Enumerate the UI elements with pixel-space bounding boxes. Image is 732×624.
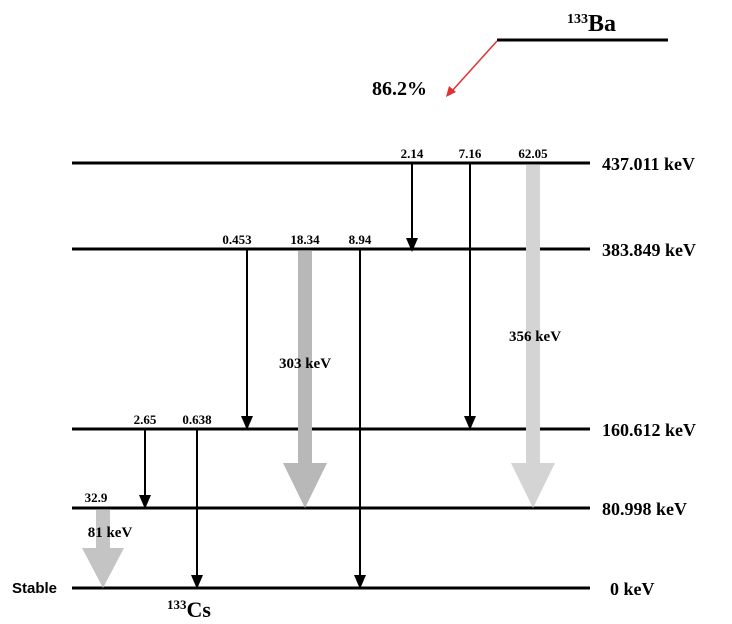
gamma-energy: 303 keV <box>279 356 331 372</box>
intensity: 8.94 <box>349 232 372 247</box>
gamma-arrow <box>526 165 540 463</box>
intensity: 62.05 <box>518 146 548 161</box>
mass-number: 133 <box>567 12 588 27</box>
intensity: 0.453 <box>222 232 252 247</box>
arrow-head <box>283 463 327 508</box>
mass-number: 133 <box>167 597 187 612</box>
parent-label: 133Ba <box>567 11 616 37</box>
arrow-head <box>82 548 124 588</box>
arrow-head <box>446 86 456 97</box>
gamma-energy: 356 keV <box>509 329 561 345</box>
daughter-label: 133Cs <box>167 597 211 622</box>
stable-label: Stable <box>12 580 57 597</box>
gamma-arrows <box>139 164 476 589</box>
element-symbol: Ba <box>588 11 616 37</box>
arrow-head <box>511 463 555 508</box>
level-label: 383.849 keV <box>602 240 696 260</box>
intensity: 7.16 <box>459 146 482 161</box>
intensity: 18.34 <box>290 232 320 247</box>
gamma-arrow <box>298 251 312 463</box>
gamma-energy: 81 keV <box>88 525 133 541</box>
level-label: 0 keV <box>610 579 655 599</box>
level-label: 80.998 keV <box>602 499 687 519</box>
intensity: 32.9 <box>85 490 108 505</box>
intensity: 2.65 <box>134 412 157 427</box>
level-label: 160.612 keV <box>602 420 696 440</box>
intensity: 0.638 <box>182 412 212 427</box>
beta-arrow <box>451 40 498 92</box>
level-label: 437.011 keV <box>602 154 695 174</box>
element-symbol: Cs <box>187 597 212 622</box>
branch-ratio: 86.2% <box>372 78 427 100</box>
intensity: 2.14 <box>401 146 424 161</box>
gamma-arrow <box>96 510 110 548</box>
